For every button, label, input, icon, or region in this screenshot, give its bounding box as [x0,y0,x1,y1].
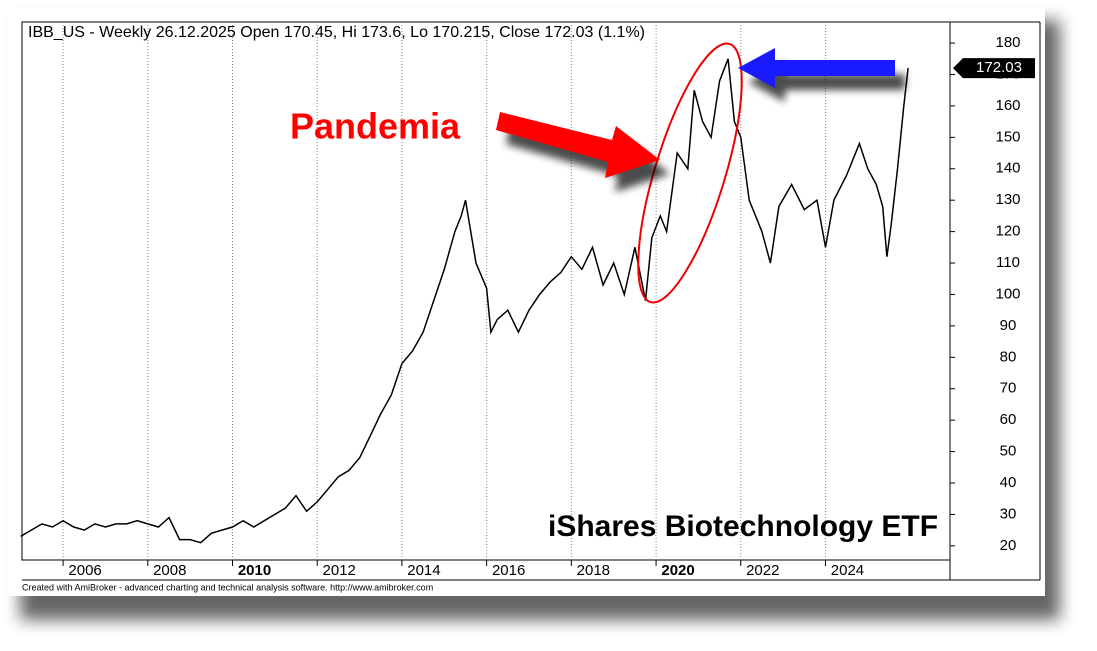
y-tick-label: 130 [995,191,1020,208]
x-tick-label: 2012 [323,562,356,579]
highlight-ellipse [637,42,743,304]
y-tick-label: 180 [995,34,1020,51]
x-tick-label: 2014 [407,562,440,579]
y-tick-label: 120 [995,223,1020,240]
y-tick-label: 70 [1000,380,1017,397]
y-tick-label: 110 [996,254,1020,271]
y-tick-label: 140 [995,160,1020,177]
last-value-label: 172.03 [976,59,1022,76]
y-tick-label: 160 [995,97,1020,114]
x-tick-label: 2016 [492,562,525,579]
last-value-tag [953,58,1035,79]
x-tick-label: 2024 [831,562,864,579]
blue-arrow [738,48,895,88]
y-tick-label: 80 [1000,348,1017,365]
annotation: iShares Biotechnology ETF [548,510,938,543]
price-line [20,58,909,544]
x-tick-label: 2006 [68,562,101,579]
x-tick-label: 2018 [577,562,610,579]
plot-frame [21,21,951,561]
y-tick-label: 50 [1000,443,1017,460]
card [8,8,1045,596]
y-tick-label: 150 [995,128,1020,145]
x-tick-label: 2022 [746,562,779,579]
arrow-shadow [748,62,905,102]
y-tick-label: 60 [1000,411,1017,428]
y-tick-label: 20 [1000,537,1017,554]
y-tick-label: 100 [995,285,1020,302]
y-tick-label: 40 [1000,474,1017,491]
annotation: Pandemia [290,106,461,147]
x-tick-label: 2008 [153,562,186,579]
chart-title: IBB_US - Weekly 26.12.2025 Open 170.45, … [28,24,645,41]
x-tick-label: 2020 [661,562,694,579]
x-tick-label: 2010 [238,562,271,579]
y-tick-label: 90 [1000,317,1017,334]
footer: Created with AmiBroker - advanced charti… [22,582,433,592]
y-tick-label: 30 [1000,505,1017,522]
red-arrow [496,112,660,178]
